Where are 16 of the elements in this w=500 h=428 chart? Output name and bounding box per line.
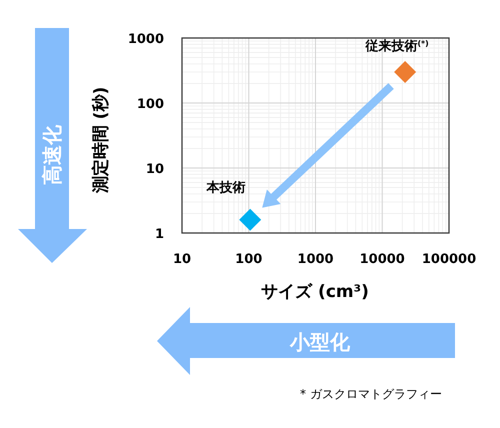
x-tick-label: 10 (172, 252, 192, 267)
text: * ガスクロマトグラフィー (300, 387, 442, 401)
y-tick-label: 10 (146, 162, 164, 177)
series-label: 従来技術$^{(*)}$ (364, 38, 429, 54)
series-label: 本技術 (206, 180, 246, 196)
x-tick-label: 1000 (297, 252, 334, 267)
x-tick-label: 100 (235, 252, 262, 267)
text: 高速化 (40, 124, 64, 185)
text: 小型化 (289, 330, 351, 354)
y-axis-title: 測定時間 (秒) (91, 86, 111, 194)
y-tick-label: 1 (154, 227, 164, 242)
y-tick-label: 1000 (128, 32, 164, 47)
x-tick-label: 10000 (360, 252, 405, 267)
x-axis-title: サイズ (cm³) (261, 282, 369, 302)
y-tick-label: 100 (136, 97, 164, 112)
x-tick-label: 100000 (422, 252, 476, 267)
